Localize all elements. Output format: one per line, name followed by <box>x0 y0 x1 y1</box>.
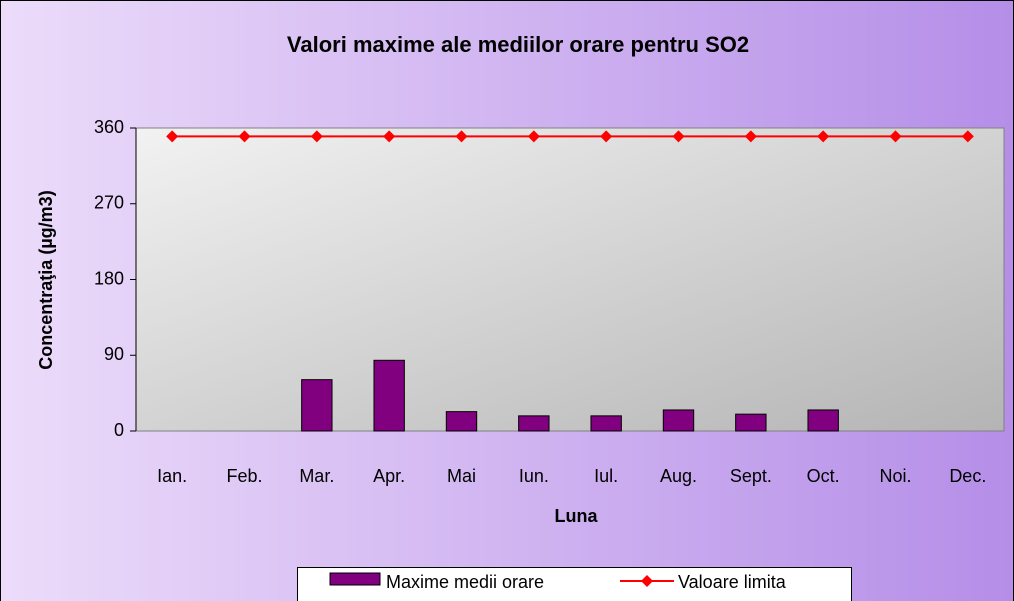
line-marker <box>166 130 179 143</box>
legend-label: Valoare limita <box>678 572 787 592</box>
x-tick-label: Noi. <box>879 466 911 486</box>
line-marker <box>238 130 251 143</box>
line-marker <box>600 130 613 143</box>
chart-title: Valori maxime ale mediilor orare pentru … <box>287 32 749 57</box>
x-tick-label: Mar. <box>299 466 334 486</box>
x-tick-label: Iul. <box>594 466 618 486</box>
line-marker <box>455 130 468 143</box>
bar <box>590 415 622 432</box>
x-tick-label: Apr. <box>373 466 405 486</box>
legend-swatch <box>641 575 653 587</box>
x-tick-label: Feb. <box>226 466 262 486</box>
y-tick-label: 270 <box>94 193 124 213</box>
bar <box>518 415 550 432</box>
line-marker <box>672 130 685 143</box>
line-marker <box>961 130 974 143</box>
x-axis-label: Luna <box>555 506 599 526</box>
bar <box>662 409 695 432</box>
y-tick-label: 0 <box>114 420 124 440</box>
y-tick-label: 360 <box>94 117 124 137</box>
plot-area <box>135 127 1005 432</box>
y-tick-label: 90 <box>104 344 124 364</box>
line-marker <box>889 130 902 143</box>
line-marker <box>310 130 323 143</box>
bar <box>301 379 333 432</box>
bar <box>735 413 767 432</box>
line-marker <box>527 130 540 143</box>
x-tick-label: Dec. <box>949 466 986 486</box>
line-marker <box>744 130 757 143</box>
x-tick-label: Iun. <box>519 466 549 486</box>
legend-swatch <box>329 572 381 586</box>
bar <box>445 411 478 432</box>
x-tick-label: Mai <box>447 466 476 486</box>
line-marker <box>383 130 396 143</box>
x-tick-label: Ian. <box>157 466 187 486</box>
line-marker <box>817 130 830 143</box>
bar <box>373 359 405 432</box>
bar <box>807 409 839 432</box>
y-axis-label: Concentraţia (µg/m3) <box>36 190 56 369</box>
x-tick-label: Oct. <box>807 466 840 486</box>
legend <box>297 567 852 601</box>
legend-label: Maxime medii orare <box>386 572 544 592</box>
y-tick-label: 180 <box>94 268 124 288</box>
x-tick-label: Sept. <box>730 466 772 486</box>
x-tick-label: Aug. <box>660 466 697 486</box>
